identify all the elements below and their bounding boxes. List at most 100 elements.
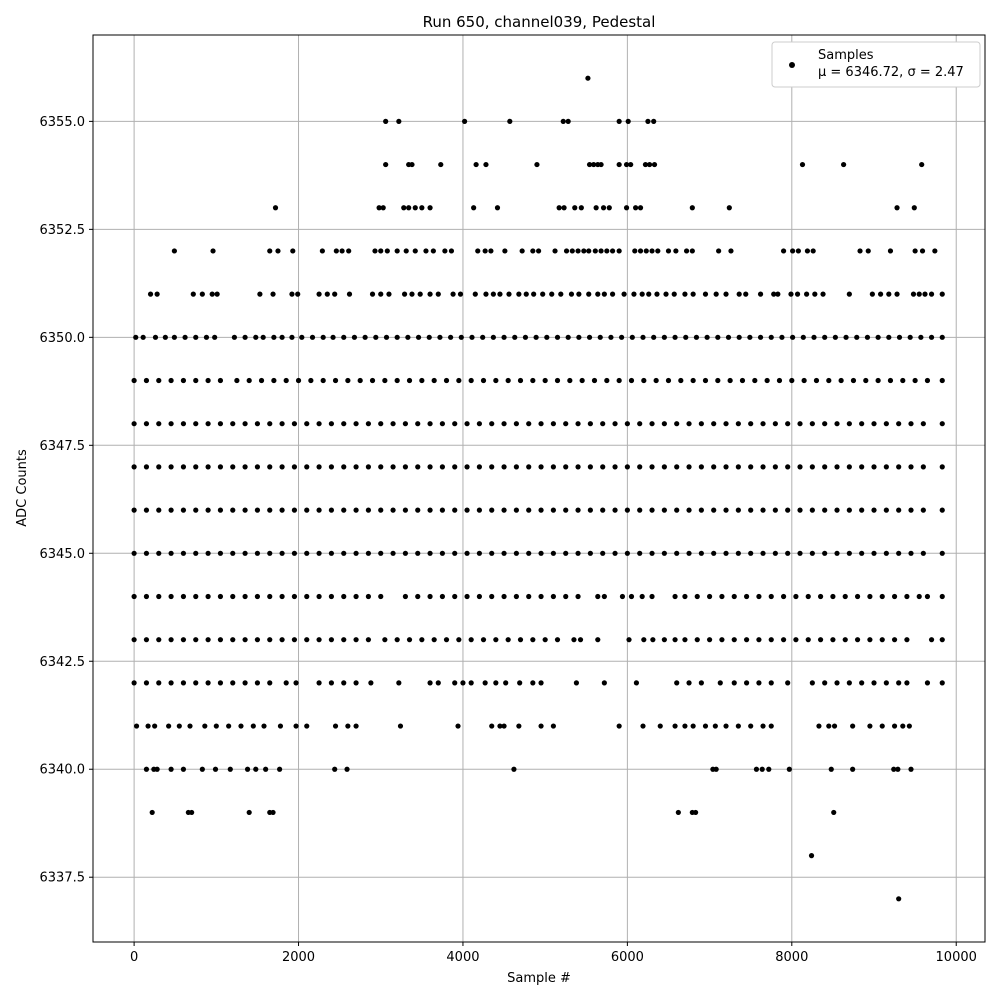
sample-point bbox=[822, 464, 828, 470]
sample-point bbox=[785, 421, 791, 427]
sample-point bbox=[488, 248, 494, 254]
sample-point bbox=[578, 205, 584, 211]
sample-point bbox=[516, 291, 522, 297]
sample-point bbox=[939, 593, 945, 600]
sample-point bbox=[727, 377, 733, 384]
sample-point bbox=[760, 421, 766, 427]
sample-point bbox=[756, 593, 762, 600]
sample-point bbox=[672, 593, 678, 600]
sample-point bbox=[401, 291, 408, 297]
sample-point bbox=[482, 680, 488, 686]
sample-point bbox=[202, 723, 208, 729]
sample-point bbox=[550, 421, 556, 427]
sample-point bbox=[501, 334, 507, 340]
sample-point bbox=[378, 550, 384, 556]
sample-point bbox=[886, 334, 892, 340]
sample-point bbox=[483, 161, 489, 168]
sample-point bbox=[205, 593, 211, 600]
sample-point bbox=[896, 334, 903, 340]
sample-point bbox=[448, 334, 454, 340]
sample-point bbox=[147, 291, 154, 297]
sample-point bbox=[624, 464, 630, 470]
sample-point bbox=[817, 593, 824, 600]
sample-point bbox=[939, 421, 945, 427]
sample-point bbox=[316, 637, 322, 643]
sample-point bbox=[439, 550, 445, 556]
sample-point bbox=[715, 334, 721, 340]
x-tick-label: 8000 bbox=[775, 950, 808, 965]
sample-point bbox=[919, 248, 926, 254]
sample-point bbox=[417, 291, 423, 297]
sample-point bbox=[439, 464, 445, 470]
sample-point bbox=[427, 550, 433, 556]
sample-point bbox=[723, 291, 729, 297]
sample-point bbox=[341, 593, 347, 600]
sample-point bbox=[357, 377, 363, 384]
sample-point bbox=[242, 464, 248, 470]
sample-point bbox=[576, 291, 582, 297]
sample-point bbox=[531, 291, 537, 297]
sample-point bbox=[427, 205, 433, 211]
sample-point bbox=[530, 248, 536, 254]
sample-point bbox=[519, 248, 525, 254]
sample-point bbox=[780, 637, 787, 643]
sample-point bbox=[272, 205, 279, 211]
sample-point bbox=[830, 637, 836, 643]
sample-point bbox=[846, 421, 852, 427]
sample-point bbox=[563, 248, 570, 254]
sample-point bbox=[587, 507, 593, 513]
sample-point bbox=[713, 766, 719, 772]
sample-point bbox=[924, 593, 931, 600]
sample-point bbox=[193, 680, 199, 686]
sample-point bbox=[550, 550, 556, 556]
sample-point bbox=[397, 723, 404, 729]
sample-point bbox=[143, 637, 150, 643]
sample-point bbox=[480, 377, 487, 384]
sample-point bbox=[279, 550, 285, 556]
sample-point bbox=[346, 291, 353, 297]
sample-point bbox=[261, 723, 267, 729]
sample-point bbox=[616, 118, 622, 124]
sample-point bbox=[490, 334, 496, 340]
sample-point bbox=[378, 421, 384, 427]
sample-point bbox=[554, 377, 561, 384]
sample-point bbox=[713, 291, 719, 297]
sample-point bbox=[896, 896, 902, 902]
sample-point bbox=[476, 550, 482, 556]
sample-point bbox=[702, 377, 709, 384]
sample-point bbox=[426, 334, 432, 340]
sample-point bbox=[316, 464, 322, 470]
sample-point bbox=[443, 637, 450, 643]
sample-point bbox=[772, 421, 778, 427]
sample-point bbox=[575, 464, 581, 470]
sample-point bbox=[166, 723, 172, 729]
sample-point bbox=[473, 161, 479, 168]
sample-point bbox=[790, 334, 796, 340]
sample-point bbox=[443, 377, 450, 384]
sample-point bbox=[242, 550, 248, 556]
sample-point bbox=[628, 377, 635, 384]
sample-point bbox=[804, 248, 811, 254]
sample-point bbox=[612, 507, 618, 513]
sample-point bbox=[526, 550, 532, 556]
sample-point bbox=[752, 377, 758, 384]
sample-point bbox=[458, 334, 464, 340]
sample-point bbox=[304, 637, 310, 643]
sample-point bbox=[242, 507, 248, 513]
sample-point bbox=[489, 593, 495, 600]
sample-point bbox=[409, 291, 415, 297]
sample-point bbox=[254, 421, 261, 427]
sample-point bbox=[538, 421, 544, 427]
sample-point bbox=[205, 637, 211, 643]
sample-point bbox=[612, 464, 618, 470]
sample-point bbox=[863, 377, 869, 384]
sample-point bbox=[788, 291, 794, 297]
sample-point bbox=[896, 507, 902, 513]
sample-point bbox=[156, 377, 162, 384]
sample-point bbox=[494, 205, 501, 211]
sample-point bbox=[353, 421, 359, 427]
sample-point bbox=[563, 507, 569, 513]
sample-point bbox=[205, 680, 211, 686]
sample-point bbox=[706, 637, 713, 643]
sample-point bbox=[513, 421, 519, 427]
